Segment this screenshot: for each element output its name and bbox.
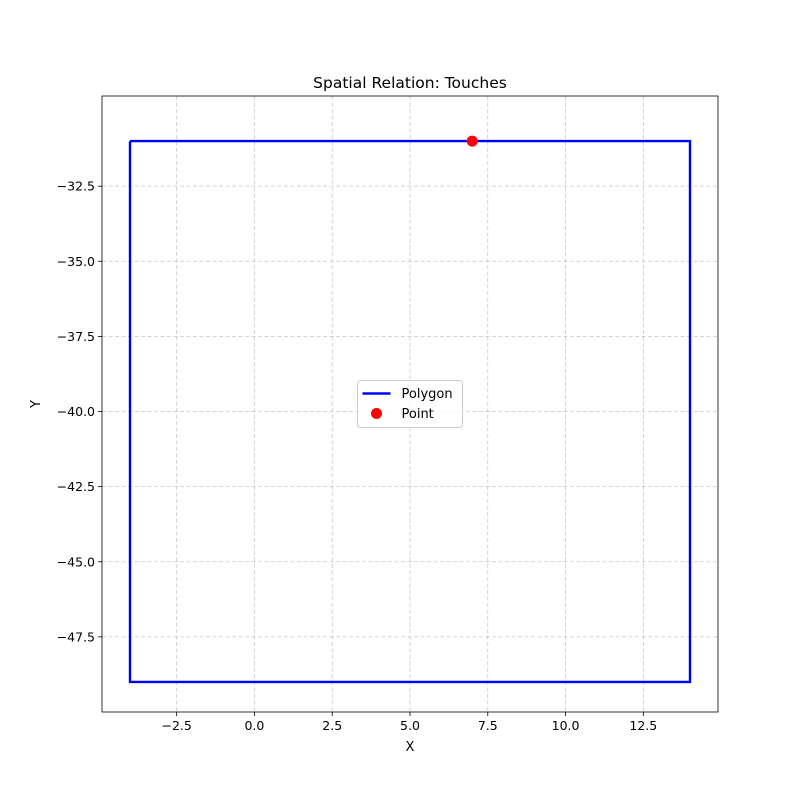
y-tick-label: −32.5 (57, 179, 95, 194)
y-tick-label: −35.0 (57, 254, 95, 269)
y-axis-label: Y (29, 400, 44, 409)
legend: Polygon Point (357, 380, 463, 428)
legend-point-swatch (371, 408, 382, 419)
y-tick-label: −42.5 (57, 479, 95, 494)
y-tick-label: −47.5 (57, 629, 95, 644)
legend-point-label: Point (402, 407, 434, 422)
x-tick-label: 10.0 (552, 718, 580, 733)
legend-box (357, 380, 463, 428)
x-tick-label: 12.5 (629, 718, 657, 733)
chart-title: Spatial Relation: Touches (313, 74, 507, 92)
x-tick-label: 7.5 (478, 718, 498, 733)
x-axis-label: X (406, 740, 415, 755)
legend-polygon-label: Polygon (402, 387, 453, 402)
point-marker (466, 135, 478, 147)
y-tick-label: −40.0 (57, 404, 95, 419)
ticks: −2.5 0.0 2.5 5.0 7.5 10.0 12.5 −32.5 −35.0 −37.5 −… (57, 179, 658, 733)
x-tick-label: −2.5 (161, 718, 191, 733)
plot-data (128, 135, 692, 684)
x-tick-label: 0.0 (244, 718, 264, 733)
polygon-line (128, 139, 692, 684)
y-tick-label: −45.0 (57, 554, 95, 569)
x-tick-label: 2.5 (322, 718, 342, 733)
x-tick-label: 5.0 (400, 718, 420, 733)
y-tick-label: −37.5 (57, 329, 95, 344)
